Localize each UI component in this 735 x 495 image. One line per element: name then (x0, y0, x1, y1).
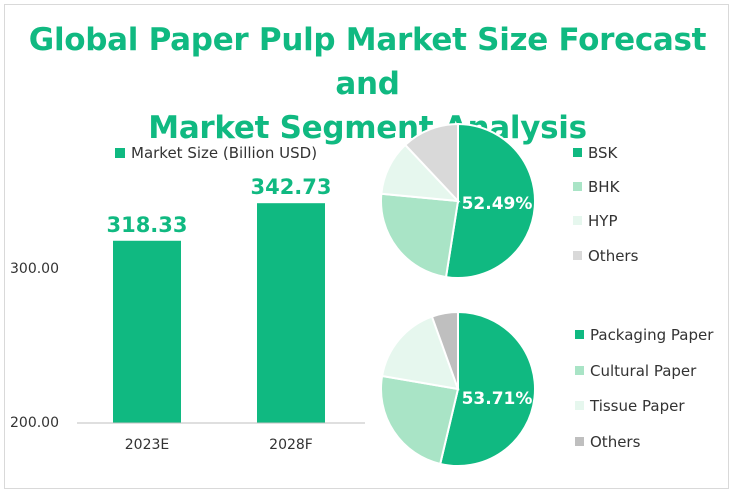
legend-label: Cultural Paper (590, 362, 697, 380)
pie-chart-paper-type: 53.71% Packaging Paper Cultural Paper Ti… (380, 310, 714, 467)
bar (113, 240, 181, 423)
title-line-1: Global Paper Pulp Market Size Forecast a… (28, 22, 707, 102)
bar-legend-label: Market Size (Billion USD) (131, 144, 317, 162)
legend-label: Tissue Paper (589, 397, 685, 415)
legend-swatch (575, 330, 584, 339)
bar-data-label: 342.73 (250, 175, 331, 199)
legend-swatch (575, 437, 584, 446)
pie-slice (380, 315, 460, 391)
legend-label: Others (590, 433, 641, 451)
pie-slice-label: 53.71% (462, 389, 533, 409)
pie-slice (444, 122, 536, 279)
pie-legend: Packaging Paper Cultural Paper Tissue Pa… (575, 326, 714, 451)
bars: 318.33 342.73 (106, 175, 332, 423)
legend-label: HYP (588, 212, 618, 230)
bar-data-label: 318.33 (106, 213, 187, 237)
pie-slice (380, 374, 460, 466)
pie-slice (430, 310, 459, 390)
legend-swatch (573, 216, 582, 225)
bar-chart: Market Size (Billion USD) 200.00 300.00 … (10, 144, 365, 453)
pie-slice (380, 192, 460, 279)
x-tick-label: 2023E (125, 437, 169, 453)
legend-label: BSK (588, 144, 619, 162)
chart-title: Global Paper Pulp Market Size Forecast a… (0, 18, 735, 150)
pie-slices (380, 310, 536, 467)
bar-legend: Market Size (Billion USD) (115, 144, 317, 162)
pie-slice (403, 122, 459, 204)
bar-legend-swatch (115, 148, 125, 158)
legend-swatch (575, 401, 584, 410)
legend-swatch (573, 148, 582, 157)
pie-slice-label: 52.49% (462, 194, 533, 214)
title-line-2: Market Segment Analysis (148, 110, 587, 146)
legend-swatch (575, 366, 584, 375)
y-tick-label: 300.00 (10, 261, 59, 277)
legend-label: BHK (588, 178, 621, 196)
legend-label: Others (588, 247, 639, 265)
pie-slices (380, 122, 536, 279)
legend-label: Packaging Paper (590, 326, 714, 344)
pie-chart-pulp-type: 52.49% BSK BHK HYP Others (380, 122, 639, 279)
pie-legend: BSK BHK HYP Others (573, 144, 639, 265)
bar (257, 203, 325, 423)
y-tick-label: 200.00 (10, 415, 59, 431)
legend-swatch (573, 251, 582, 260)
pie-slice (439, 310, 536, 467)
x-tick-label: 2028F (269, 437, 313, 453)
legend-swatch (573, 182, 582, 191)
